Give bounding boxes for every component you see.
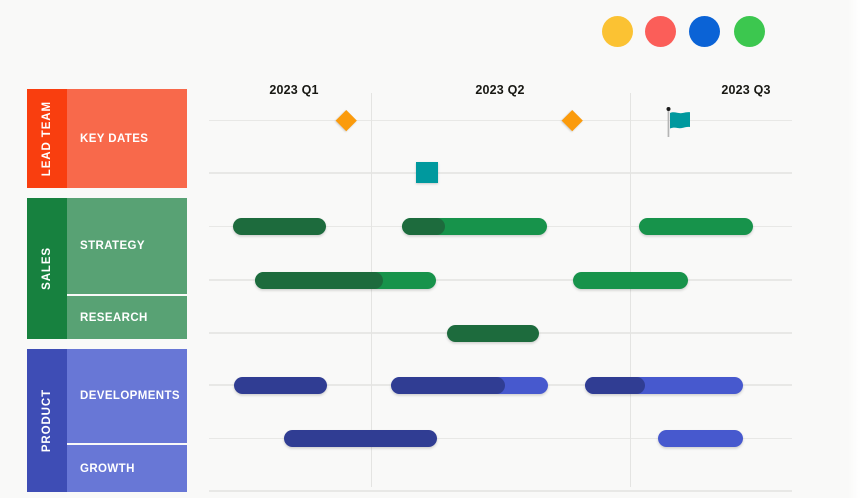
gantt-bar[interactable] xyxy=(639,218,753,235)
sidebar-row-label: STRATEGY xyxy=(80,240,145,252)
milestone-flag-icon[interactable] xyxy=(664,106,694,140)
sidebar-row-key-dates[interactable]: KEY DATES xyxy=(67,89,187,188)
h-gridline xyxy=(209,279,792,281)
sidebar-row-research[interactable]: RESEARCH xyxy=(67,296,187,339)
sidebar-row-label: GROWTH xyxy=(80,462,135,475)
v-gridline xyxy=(629,93,632,487)
quarter-label-q1: 2023 Q1 xyxy=(269,83,319,97)
gantt-bar-dark-segment xyxy=(391,376,505,394)
gantt-bar[interactable] xyxy=(402,218,547,235)
red-circle xyxy=(645,16,676,47)
sidebar-group-label: SALES xyxy=(41,247,53,290)
gantt-bar[interactable] xyxy=(585,376,743,394)
sidebar-row-label: RESEARCH xyxy=(80,311,148,324)
milestone-diamond-icon[interactable] xyxy=(335,110,357,131)
sidebar-row-strategy[interactable]: STRATEGY xyxy=(67,198,187,294)
gantt-bar-dark-segment xyxy=(585,376,645,394)
row-divider xyxy=(67,294,187,296)
sidebar-row-developments[interactable]: DEVELOPMENTS xyxy=(67,349,187,443)
blue-circle xyxy=(689,16,720,47)
h-gridline xyxy=(209,490,792,492)
gantt-bar[interactable] xyxy=(255,271,436,289)
sidebar-group-strip: PRODUCT xyxy=(27,349,67,492)
green-circle xyxy=(734,16,765,47)
gantt-bar-dark-segment xyxy=(255,271,383,289)
right-edge-fade xyxy=(848,0,866,498)
v-gridline xyxy=(370,93,373,487)
gantt-bar-dark-segment xyxy=(402,218,445,235)
h-gridline xyxy=(209,172,792,174)
yellow-circle xyxy=(602,16,633,47)
h-gridline xyxy=(209,437,792,440)
sidebar-group-lead-team: LEAD TEAM KEY DATES xyxy=(27,89,187,188)
sidebar-group-label: PRODUCT xyxy=(41,388,53,453)
sidebar-row-label: DEVELOPMENTS xyxy=(80,390,181,402)
gantt-bar[interactable] xyxy=(233,218,326,235)
quarter-label-q2: 2023 Q2 xyxy=(475,83,525,97)
sidebar-group-strip: LEAD TEAM xyxy=(27,89,67,188)
gantt-bar[interactable] xyxy=(284,430,437,447)
gantt-bar[interactable] xyxy=(573,271,688,289)
milestone-square-icon[interactable] xyxy=(415,161,438,183)
sidebar-group-product: PRODUCT DEVELOPMENTS GROWTH xyxy=(27,349,187,492)
h-gridline xyxy=(209,119,792,122)
gantt-bar[interactable] xyxy=(234,376,327,394)
gantt-bar[interactable] xyxy=(447,324,539,342)
gantt-bar[interactable] xyxy=(658,430,743,447)
row-divider xyxy=(67,443,187,445)
milestone-diamond-icon[interactable] xyxy=(561,110,583,131)
sidebar-group-strip: SALES xyxy=(27,198,67,339)
sidebar-row-label: KEY DATES xyxy=(80,132,149,145)
sidebar-group-sales: SALES STRATEGY RESEARCH xyxy=(27,198,187,339)
gantt-bar[interactable] xyxy=(391,376,548,394)
sidebar-group-label: LEAD TEAM xyxy=(41,100,53,177)
quarter-label-q3: 2023 Q3 xyxy=(721,83,771,97)
sidebar-row-growth[interactable]: GROWTH xyxy=(67,445,187,492)
